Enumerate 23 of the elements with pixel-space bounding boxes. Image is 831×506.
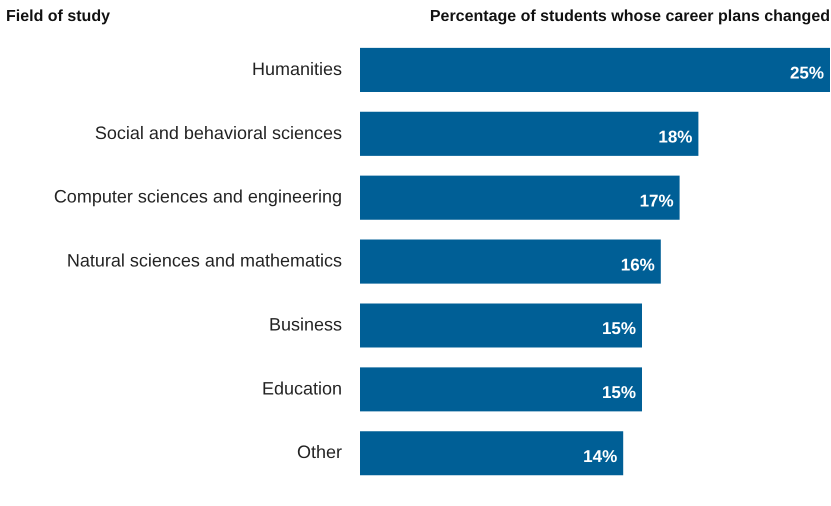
y-tick-label: Business — [268, 314, 342, 334]
chart-title: Percentage of students whose career plans changed — [430, 8, 830, 26]
bar — [360, 303, 642, 348]
data-label: 18% — [658, 128, 692, 147]
bar — [360, 431, 624, 476]
data-label: 14% — [583, 446, 618, 466]
y-axis-title: Field of study — [6, 8, 110, 26]
bar — [360, 240, 661, 284]
y-tick-label: Other — [296, 442, 342, 462]
data-label: 15% — [602, 383, 636, 402]
data-label: 17% — [640, 191, 674, 210]
data-label: 16% — [620, 255, 655, 274]
bar — [360, 112, 698, 156]
y-tick-label: Humanities — [252, 58, 342, 79]
y-tick-label: Education — [262, 378, 342, 398]
y-tick-label: Social and behavioral sciences — [94, 122, 342, 143]
data-label: 25% — [790, 64, 824, 83]
y-tick-label: Computer sciences and engineering — [54, 186, 342, 207]
bar — [360, 48, 830, 92]
y-tick-label: Natural sciences and mathematics — [66, 250, 342, 271]
bar — [360, 367, 642, 412]
bar — [360, 176, 680, 220]
data-label: 15% — [602, 319, 636, 338]
